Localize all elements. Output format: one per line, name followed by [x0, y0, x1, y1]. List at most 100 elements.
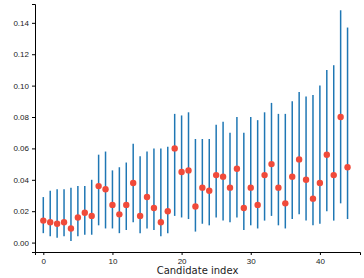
point — [185, 167, 191, 173]
x-tick: 10 — [108, 252, 117, 266]
point — [130, 180, 136, 186]
error-bar — [153, 148, 155, 230]
point — [213, 172, 219, 178]
point — [40, 217, 46, 223]
error-bar — [229, 133, 231, 222]
y-tick-label: 0.02 — [13, 207, 29, 216]
error-bar — [43, 197, 45, 233]
error-bar — [285, 114, 287, 229]
point — [75, 214, 81, 220]
point — [158, 219, 164, 225]
y-tick: 0.02 — [13, 207, 35, 216]
point — [254, 202, 260, 208]
y-tick: 0.14 — [13, 19, 35, 28]
error-bar — [271, 103, 273, 216]
x-tick-mark — [43, 252, 44, 255]
series — [40, 10, 351, 241]
point — [102, 186, 108, 192]
error-bar — [63, 189, 65, 236]
point — [199, 184, 205, 190]
y-tick-mark — [32, 211, 35, 212]
point — [47, 219, 53, 225]
error-bar — [181, 115, 183, 217]
error-bar — [209, 139, 211, 225]
error-bar — [146, 152, 148, 229]
point — [68, 225, 74, 231]
error-bar — [291, 101, 293, 219]
x-tick: 30 — [247, 252, 256, 266]
point — [310, 195, 316, 201]
y-tick-mark — [32, 243, 35, 244]
error-bar — [333, 65, 335, 220]
error-bar — [326, 70, 328, 211]
point — [344, 164, 350, 170]
point — [241, 205, 247, 211]
point — [82, 210, 88, 216]
y-axis: 0.000.020.040.060.080.100.120.14 — [13, 5, 35, 253]
point — [268, 161, 274, 167]
y-tick-mark — [32, 180, 35, 181]
point — [165, 208, 171, 214]
error-bar — [257, 120, 259, 228]
point — [331, 172, 337, 178]
error-bar — [243, 133, 245, 230]
point — [282, 200, 288, 206]
point — [116, 211, 122, 217]
error-bar — [305, 97, 307, 221]
error-bar — [167, 147, 169, 233]
x-tick: 0 — [42, 252, 47, 266]
point — [109, 202, 115, 208]
y-tick-label: 0.04 — [13, 176, 29, 185]
point — [220, 173, 226, 179]
point — [317, 180, 323, 186]
x-tick-label: 30 — [247, 257, 256, 266]
point — [337, 114, 343, 120]
x-tick-mark — [320, 252, 321, 255]
x-tick-label: 40 — [316, 257, 325, 266]
point — [171, 145, 177, 151]
point — [89, 213, 95, 219]
x-tick: 20 — [178, 252, 187, 266]
point — [261, 172, 267, 178]
error-bar — [278, 114, 280, 225]
error-bar — [347, 28, 349, 219]
y-axis-line — [32, 5, 36, 253]
y-tick-label: 0.10 — [13, 82, 29, 91]
error-bar — [56, 189, 58, 238]
error-bar — [250, 117, 252, 225]
point — [296, 156, 302, 162]
x-tick-mark — [112, 252, 113, 255]
point — [151, 205, 157, 211]
point — [144, 194, 150, 200]
x-axis-line — [36, 253, 361, 256]
error-bar — [215, 125, 217, 218]
y-tick-mark — [32, 117, 35, 118]
error-bar — [222, 122, 224, 221]
error-bar — [77, 186, 79, 236]
y-tick-mark — [32, 54, 35, 55]
point — [95, 183, 101, 189]
error-bar — [319, 86, 321, 224]
error-bar — [139, 156, 141, 233]
x-axis: 0 10 20 30 40 — [36, 252, 361, 266]
plot-area — [40, 10, 351, 241]
x-tick-mark — [251, 252, 252, 255]
point — [248, 184, 254, 190]
y-tick-mark — [32, 86, 35, 87]
y-tick: 0.08 — [13, 113, 35, 122]
y-tick-label: 0.06 — [13, 144, 29, 153]
error-bar — [340, 10, 342, 203]
point — [275, 184, 281, 190]
y-tick: 0.06 — [13, 144, 35, 153]
point — [54, 221, 60, 227]
x-tick: 40 — [316, 252, 325, 266]
y-tick: 0.12 — [13, 50, 35, 59]
point — [227, 184, 233, 190]
y-tick-label: 0.08 — [13, 113, 29, 122]
error-bar — [119, 167, 121, 233]
error-bar — [312, 95, 314, 225]
point — [206, 188, 212, 194]
point — [123, 202, 129, 208]
point — [61, 219, 67, 225]
x-axis-title: Candidate index — [157, 265, 239, 276]
